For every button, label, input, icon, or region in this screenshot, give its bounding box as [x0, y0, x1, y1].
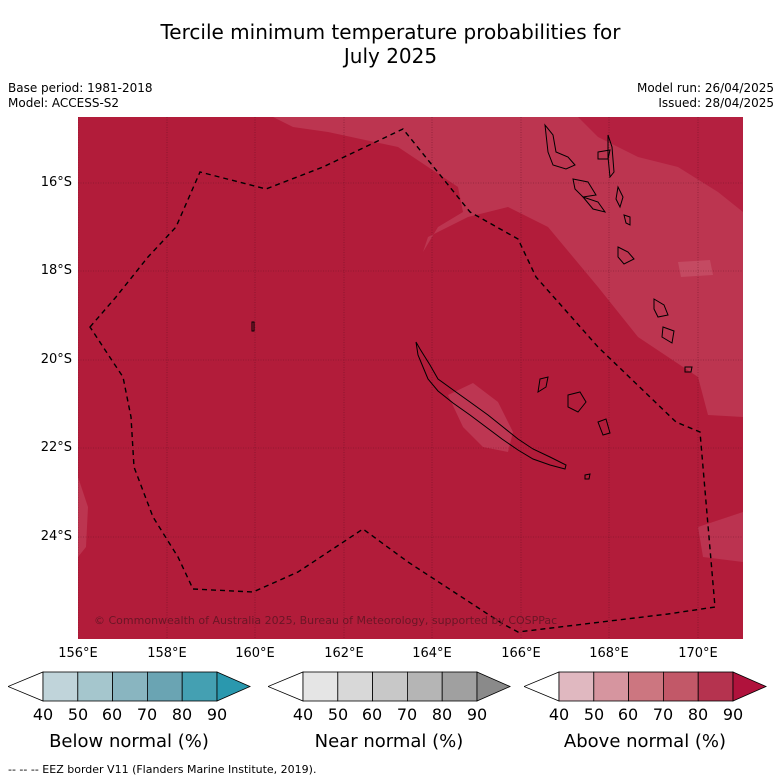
graticule — [78, 117, 743, 639]
colorbar-tick: 50 — [583, 705, 605, 724]
colorbar-swatch — [593, 671, 630, 702]
colorbar-tick: 80 — [687, 705, 709, 724]
colorbar-tick: 90 — [722, 705, 744, 724]
lon-label: 164°E — [412, 646, 452, 661]
colorbar-swatch — [337, 671, 374, 702]
colorbar-swatch — [8, 671, 44, 702]
colorbar-tick: 40 — [548, 705, 570, 724]
island-epi-coastline — [581, 195, 607, 213]
colorbar-swatches — [524, 671, 767, 702]
copyright-watermark: © Commonwealth of Australia 2025, Bureau… — [94, 614, 558, 627]
colorbar-tick: 70 — [652, 705, 674, 724]
island-erromango-coastline — [653, 298, 669, 318]
colorbar-label: Below normal (%) — [49, 731, 209, 752]
island-lifou-coastline — [567, 391, 587, 413]
colorbar-tick: 90 — [466, 705, 488, 724]
probability-band-corner — [578, 117, 743, 212]
map-svg — [78, 117, 743, 639]
probability-band-ne — [273, 117, 743, 417]
colorbar-swatch — [732, 671, 767, 702]
colorbar-swatch — [146, 671, 183, 702]
lat-label: 22°S — [40, 440, 72, 455]
island-tiga-coastline — [597, 418, 611, 436]
lon-label: 168°E — [589, 646, 629, 661]
island-espiritu-santo-coastline — [544, 123, 576, 170]
colorbar-swatch — [372, 671, 408, 702]
colorbar-tick: 90 — [206, 705, 228, 724]
colorbar-swatch — [112, 671, 148, 702]
lat-label: 20°S — [40, 352, 72, 367]
colorbar-swatch — [216, 671, 251, 702]
model-run: Model run: 26/04/2025 — [636, 81, 774, 95]
colorbar-swatch — [662, 671, 699, 702]
lat-label: 18°S — [40, 263, 72, 278]
lon-label: 166°E — [501, 646, 541, 661]
colorbar-swatch — [628, 671, 664, 702]
island-aneityum-coastline — [684, 366, 693, 373]
probability-patch-e — [678, 260, 713, 277]
island-maewo-coastline — [607, 134, 615, 179]
lon-label: 160°E — [235, 646, 275, 661]
island-isle-of-pines-coastline — [584, 473, 591, 480]
title-line-1: Tercile minimum temperature probabilitie… — [160, 20, 621, 44]
colorbar-tick: 50 — [327, 705, 349, 724]
colorbar-tick: 70 — [136, 705, 158, 724]
colorbar-swatch — [441, 671, 478, 702]
colorbar-tick: 60 — [617, 705, 639, 724]
colorbar-swatch — [181, 671, 218, 702]
island-efate-coastline — [617, 246, 635, 265]
island-pentecost-coastline — [615, 185, 624, 209]
colorbar-swatch — [302, 671, 339, 702]
colorbar-swatch — [77, 671, 114, 702]
island-chesterfield-coastline — [251, 321, 255, 332]
base-period: Base period: 1981-2018 — [8, 81, 153, 95]
colorbar-tick: 70 — [396, 705, 418, 724]
colorbar-swatch — [268, 671, 304, 702]
colorbar-label: Near normal (%) — [314, 731, 464, 752]
colorbar-swatch — [42, 671, 79, 702]
lat-label: 16°S — [40, 175, 72, 190]
lon-label: 156°E — [58, 646, 98, 661]
colorbar-swatches — [268, 671, 511, 702]
colorbar-tick: 80 — [431, 705, 453, 724]
island-tanna-coastline — [661, 326, 675, 344]
island-shepherd-coastline — [623, 214, 631, 226]
lon-label: 158°E — [147, 646, 187, 661]
eez-footnote: -- -- -- EEZ border V11 (Flanders Marine… — [8, 763, 317, 776]
lon-label: 170°E — [678, 646, 718, 661]
colorbar-tick: 60 — [101, 705, 123, 724]
colorbar-label: Above normal (%) — [563, 731, 727, 752]
colorbar-tick: 80 — [171, 705, 193, 724]
colorbar-tick: 40 — [32, 705, 54, 724]
new-caledonia-coastline — [415, 341, 567, 470]
title-line-2: July 2025 — [343, 44, 438, 68]
colorbar-tick: 50 — [67, 705, 89, 724]
colorbar-swatch — [406, 671, 443, 702]
probability-map: © Commonwealth of Australia 2025, Bureau… — [78, 117, 743, 639]
colorbar-tick: 40 — [292, 705, 314, 724]
island-mare-coastline — [537, 376, 549, 394]
colorbar-swatch — [476, 671, 511, 702]
colorbar-swatch — [697, 671, 734, 702]
issued-date: Issued: 28/04/2025 — [658, 96, 774, 110]
colorbar-swatch — [558, 671, 595, 702]
colorbar-swatch — [524, 671, 560, 702]
lon-label: 162°E — [324, 646, 364, 661]
island-malekula-coastline — [572, 178, 597, 198]
colorbar-swatches — [8, 671, 251, 702]
lat-label: 24°S — [40, 529, 72, 544]
model-name: Model: ACCESS-S2 — [8, 96, 120, 110]
colorbar-tick: 60 — [361, 705, 383, 724]
